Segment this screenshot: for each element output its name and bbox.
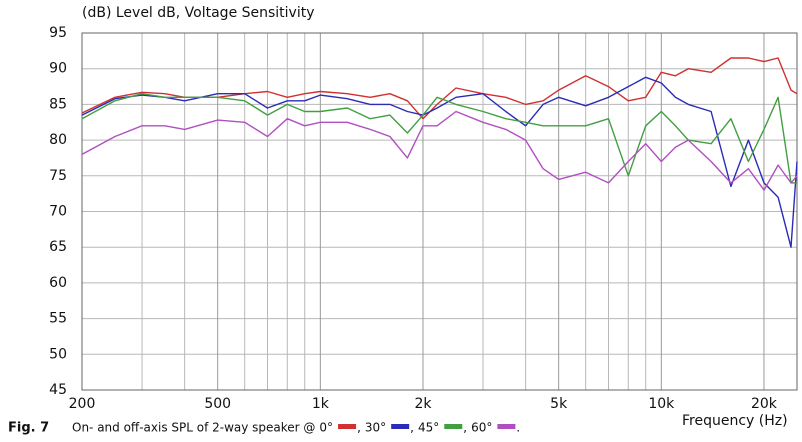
x-tick-label: 5k (550, 396, 568, 412)
legend-swatch (497, 424, 516, 429)
y-tick-label: 75 (49, 168, 67, 184)
y-tick-label: 65 (49, 239, 67, 255)
x-tick-label: 10k (648, 396, 675, 412)
x-tick-label: 500 (204, 396, 231, 412)
y-tick-label: 70 (49, 204, 67, 220)
y-tick-label: 95 (49, 25, 67, 41)
legend-label: 0° (319, 421, 333, 435)
legend-separator: , (410, 421, 414, 435)
legend-swatch (338, 424, 357, 429)
legend-label: 30° (365, 421, 386, 435)
legend-separator: , (357, 421, 361, 435)
series-line (81, 57, 798, 120)
legend-swatch (444, 424, 463, 429)
y-tick-label: 50 (49, 346, 67, 362)
x-tick-label: 2k (414, 396, 432, 412)
legend-separator: . (516, 421, 520, 435)
y-tick-label: 45 (49, 382, 67, 398)
x-tick-label: 20k (751, 396, 778, 412)
chart-title: (dB) Level dB, Voltage Sensitivity (82, 5, 315, 21)
x-tick-label: 1k (312, 396, 330, 412)
series-line (81, 110, 798, 191)
y-tick-label: 55 (49, 311, 67, 327)
x-axis-label: Frequency (Hz) (682, 413, 788, 429)
x-tick-label: 200 (69, 396, 96, 412)
plot-frame (81, 32, 798, 391)
y-tick-label: 80 (49, 132, 67, 148)
caption: On- and off-axis SPL of 2-way speaker @ (72, 421, 315, 435)
y-tick-label: 85 (49, 96, 67, 112)
y-tick-label: 90 (49, 61, 67, 77)
legend-label: 45° (418, 421, 439, 435)
legend-swatch (391, 424, 410, 429)
series-line (81, 76, 798, 248)
legend-label: 60° (471, 421, 492, 435)
series-line (81, 92, 797, 184)
legend-separator: , (463, 421, 467, 435)
y-tick-label: 60 (49, 275, 67, 291)
figure-label: Fig. 7 (8, 421, 49, 436)
